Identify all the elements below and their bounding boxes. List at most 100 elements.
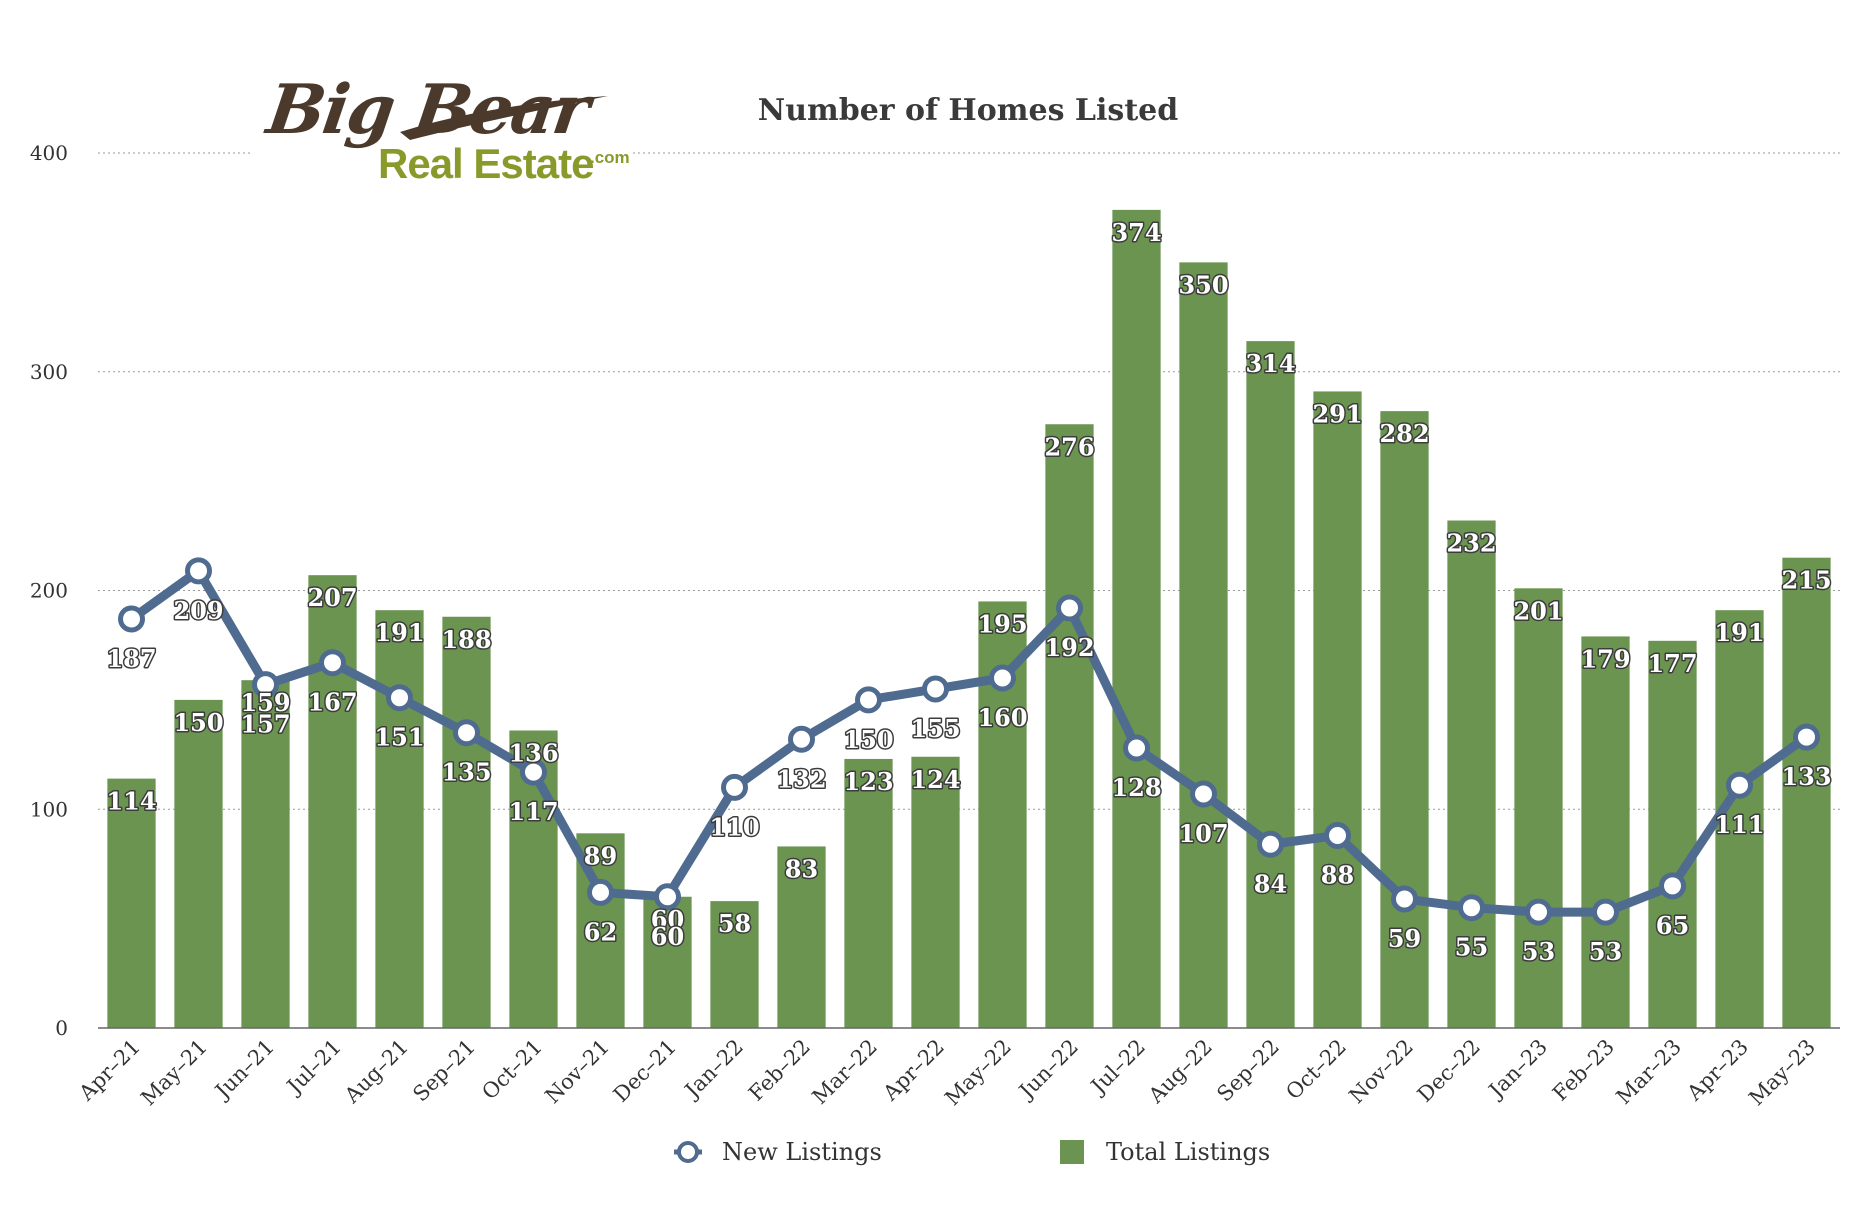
x-tick-label: Feb–23 [1548,1035,1619,1106]
bar-data-label: 207 [307,583,357,612]
x-tick-label: Sep–21 [408,1035,480,1107]
bar-data-label: 314 [1245,349,1295,378]
line-data-label: 150 [843,725,893,754]
line-data-label: 128 [1111,773,1161,802]
bar-total-listings [1045,424,1094,1028]
bar-data-label: 201 [1513,596,1563,625]
bar-total-listings [1246,341,1295,1028]
x-tick-label: Aug–22 [1143,1035,1217,1109]
x-tick-label: Jan–23 [1483,1035,1552,1104]
line-data-label: 53 [1522,937,1555,966]
x-tick-label: Jul–21 [281,1035,346,1100]
y-tick-label: 400 [30,141,68,165]
logo-script-text: Big Bear [262,70,593,150]
line-data-label: 111 [1714,810,1764,839]
line-data-label: 160 [977,703,1027,732]
line-data-label: 65 [1656,911,1689,940]
point-new-listings [1592,898,1619,926]
bar-data-label: 150 [173,708,223,737]
x-tick-label: Jan–22 [679,1035,748,1104]
point-new-listings [654,883,681,911]
bar-data-label: 195 [977,609,1027,638]
bar-total-listings [1447,520,1496,1028]
grid-layer [98,152,1840,810]
x-tick-label: Apr–21 [74,1035,145,1106]
point-new-listings [1190,780,1217,808]
label-layer: 114 150 159 207 191 188 136 89 60 58 83 123 124 195 27… [105,216,1833,967]
x-tick-label: Apr–22 [878,1035,949,1106]
line-data-label: 107 [1178,819,1228,848]
bar-data-label: 191 [1714,618,1764,647]
x-tick-label: Jun–22 [1013,1035,1083,1105]
line-data-label: 132 [776,764,826,793]
point-new-listings [118,605,145,633]
y-tick-label: 200 [30,579,68,603]
line-data-label: 59 [1388,924,1421,953]
point-new-listings [1726,771,1753,799]
bar-total-listings [1179,262,1228,1028]
line-data-label: 60 [651,922,684,951]
bar-total-listings [174,699,223,1028]
line-data-label: 151 [374,723,424,752]
bar-data-label: 58 [718,909,751,938]
bar-data-label: 89 [584,841,617,870]
point-new-listings [922,675,949,703]
bar-total-listings [1514,588,1563,1028]
bar-data-label: 374 [1111,218,1161,247]
bar-data-label: 350 [1178,270,1228,299]
legend-bar-swatch [1060,1140,1084,1164]
bar-total-listings [1715,610,1764,1028]
x-tick-label: Jun–21 [209,1035,279,1105]
bar-data-label: 159 [240,688,290,717]
bar-data-label: 232 [1446,529,1496,558]
chart-title: Number of Homes Listed [758,93,1178,128]
bar-total-listings [107,778,156,1028]
x-tick-label: Jul–22 [1085,1035,1150,1100]
logo-suffix-text: .com [590,148,630,167]
point-new-listings [788,725,815,753]
bar-total-listings [1581,636,1630,1028]
bar-layer [107,209,1831,1028]
point-new-listings [1257,830,1284,858]
line-data-label: 157 [240,710,290,739]
line-layer [118,557,1820,926]
bar-total-listings [375,610,424,1028]
point-new-listings [1391,885,1418,913]
line-data-label: 192 [1044,633,1094,662]
bar-data-label: 124 [910,765,960,794]
bar-data-label: 215 [1781,566,1831,595]
line-data-label: 55 [1455,933,1488,962]
bar-total-listings [1782,557,1831,1028]
line-data-label: 110 [709,812,759,841]
point-new-listings [1793,723,1820,751]
bar-data-label: 114 [106,787,156,816]
bar-total-listings [777,846,826,1028]
x-tick-label: Apr–23 [1682,1035,1753,1106]
point-new-listings [989,664,1016,692]
x-tick-label: Nov–22 [1344,1035,1418,1109]
line-data-label: 84 [1254,869,1287,898]
line-data-label: 209 [173,596,223,625]
point-new-listings [855,686,882,714]
x-tick-label: May–23 [1744,1035,1820,1111]
bar-data-label: 291 [1312,399,1362,428]
line-data-label: 117 [508,797,558,826]
point-new-listings [1458,894,1485,922]
bar-total-listings [844,758,893,1028]
line-data-label: 53 [1589,937,1622,966]
bar-total-listings [442,616,491,1028]
x-tick-label: Mar–23 [1612,1035,1686,1109]
bar-data-label: 282 [1379,419,1429,448]
x-tick-label: May–21 [136,1035,212,1111]
legend-label-new-listings: New Listings [722,1138,882,1166]
y-tick-label: 0 [55,1016,68,1040]
line-data-label: 62 [584,917,617,946]
point-new-listings [1123,734,1150,762]
point-new-listings [453,719,480,747]
bar-data-label: 188 [441,625,491,654]
y-tick-label: 100 [30,797,68,821]
bar-data-label: 177 [1647,649,1697,678]
point-new-listings [1324,822,1351,849]
x-tick-label: May–22 [940,1035,1016,1111]
